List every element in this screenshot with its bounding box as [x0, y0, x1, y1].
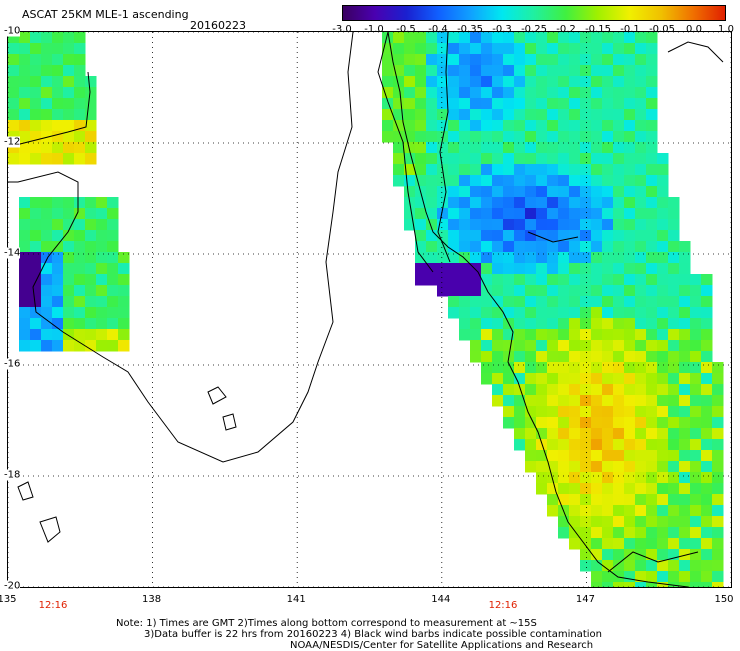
- longitude-label: 150: [714, 594, 734, 605]
- map-title: ASCAT 25KM MLE-1 ascending: [22, 8, 189, 21]
- map-panel: [7, 31, 732, 588]
- latitude-label: -12: [4, 136, 21, 148]
- longitude-label: 141: [286, 594, 306, 605]
- colorbar-tick-label: -1.0: [364, 24, 384, 35]
- colorbar-tick-label: -0.4: [428, 24, 448, 35]
- colorbar-tick-label: -0.5: [396, 24, 416, 35]
- colorbar-tick-label: 1.0: [718, 24, 734, 35]
- latitude-label: -14: [4, 247, 21, 259]
- wind-data-swaths: [8, 32, 724, 587]
- colorbar-tick-label: -0.35: [457, 24, 483, 35]
- latitude-label: -20: [4, 580, 21, 592]
- colorbar-tick-label: -0.15: [585, 24, 611, 35]
- longitude-label: 144: [431, 594, 451, 605]
- credit-line: NOAA/NESDIS/Center for Satellite Applica…: [290, 640, 594, 651]
- latitude-label: -18: [4, 469, 21, 481]
- coastline: [8, 32, 724, 587]
- note-line-1: Note: 1) Times are GMT 2)Times along bot…: [116, 618, 537, 629]
- latitude-label: -16: [4, 358, 21, 370]
- note-line-2: 3)Data buffer is 22 hrs from 20160223 4)…: [144, 629, 602, 640]
- map-canvas: [8, 32, 731, 587]
- left-swath-lower: [19, 197, 130, 352]
- longitude-label: 138: [142, 594, 162, 605]
- right-swath: [382, 32, 724, 587]
- colorbar-tick-label: -3.0: [332, 24, 352, 35]
- swath-time-label: 12:16: [38, 600, 68, 611]
- colorbar-tick-label: -0.05: [649, 24, 675, 35]
- colorbar-tick-label: 0.0: [686, 24, 702, 35]
- colorbar-tick-label: -0.3: [492, 24, 512, 35]
- longitude-label: 135: [0, 594, 17, 605]
- longitude-label: 147: [575, 594, 595, 605]
- left-swath-upper: [8, 32, 97, 165]
- graticule: [8, 32, 731, 587]
- latitude-label: -10: [4, 25, 21, 37]
- colorbar: [342, 5, 726, 21]
- map-date: 20160223: [190, 19, 246, 32]
- swath-time-label: 12:16: [488, 600, 518, 611]
- colorbar-tick-label: -0.1: [620, 24, 640, 35]
- colorbar-tick-label: -0.2: [556, 24, 576, 35]
- colorbar-tick-label: -0.25: [521, 24, 547, 35]
